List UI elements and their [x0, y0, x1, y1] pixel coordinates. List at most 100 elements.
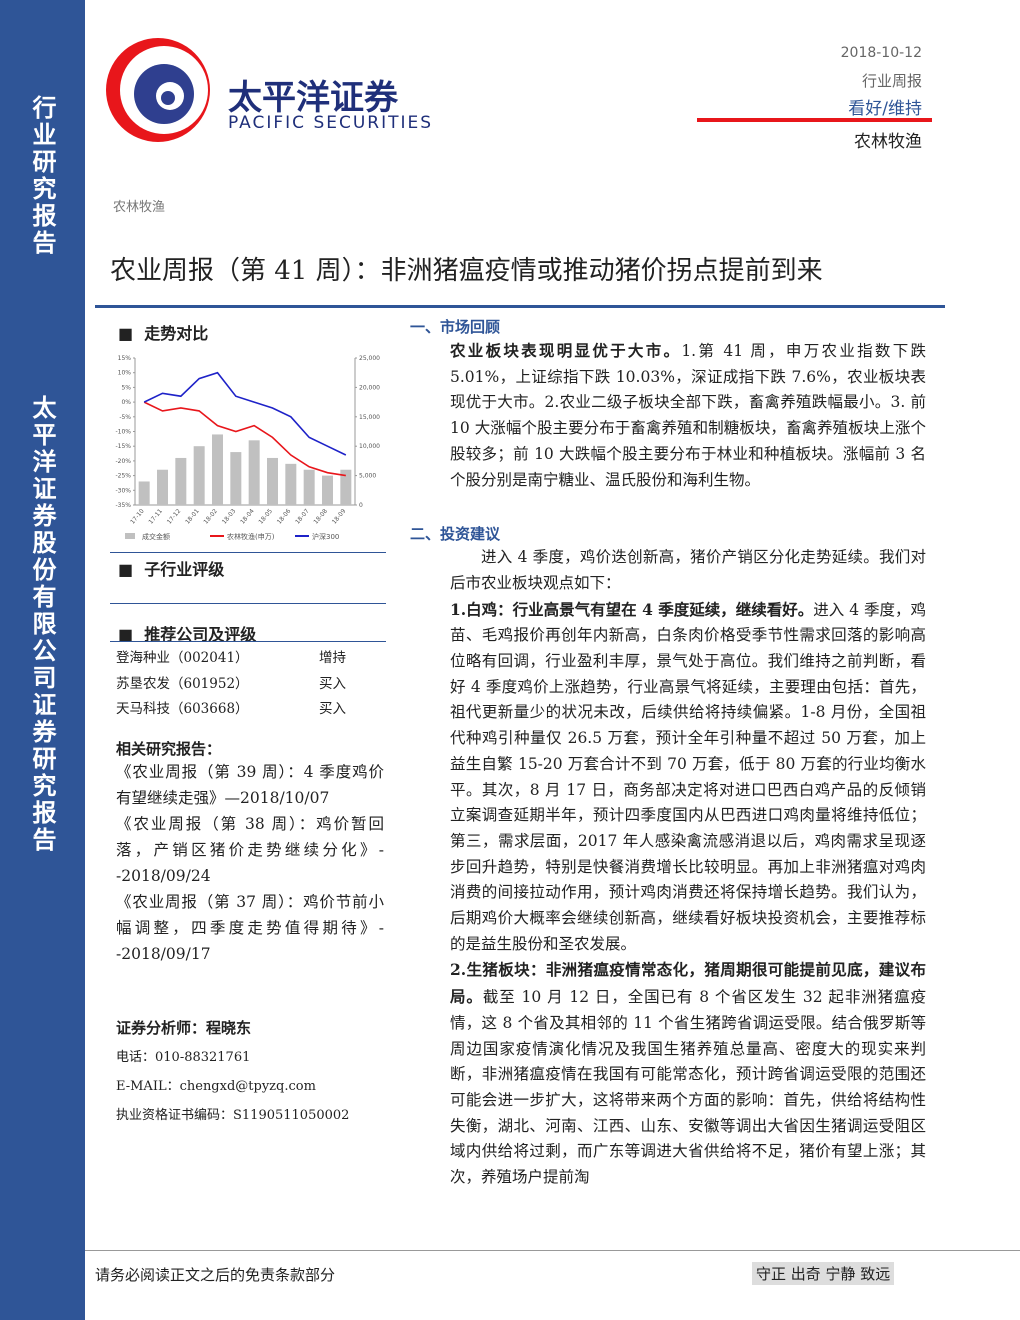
- x-tick-label: 18-03: [221, 508, 238, 526]
- y-tick-label: -30%: [115, 487, 131, 494]
- bar: [285, 463, 297, 505]
- company-rating: 买入: [319, 675, 346, 692]
- company-row: 天马科技（603668） 买入: [116, 697, 386, 723]
- x-tick-label: 18-05: [257, 508, 274, 526]
- bar: [138, 481, 150, 505]
- rule: [110, 552, 386, 553]
- main-text: 一、市场回顾 农业板块表现明显优于大市。1.第 41 周，申万农业指数下跌 5.…: [410, 316, 926, 1191]
- rating: 看好/维持: [848, 99, 922, 119]
- y-tick-label: 15%: [118, 355, 132, 362]
- section-heading: 一、市场回顾: [410, 318, 501, 336]
- x-tick-label: 17-12: [166, 508, 183, 526]
- motto: 守正 出奇 宁静 致远: [752, 1262, 895, 1285]
- x-tick-label: 18-07: [294, 508, 311, 526]
- sidebar: 行业研究报告 太平洋证券股份有限公司证券研究报告: [0, 0, 85, 1320]
- category: 农林牧渔: [113, 200, 166, 215]
- related-item: 《农业周报（第 38 周）：鸡价暂回落，产销区猪价走势继续分化》--2018/0…: [116, 815, 384, 885]
- x-tick-label: 18-09: [331, 508, 348, 526]
- x-tick-label: 17-10: [129, 508, 146, 526]
- rule: [110, 603, 386, 604]
- legend-swatch: [125, 533, 135, 539]
- heading-text: 走势对比: [144, 324, 209, 343]
- bar: [230, 452, 242, 505]
- y2-tick-label: 5,000: [359, 473, 376, 480]
- y2-tick-label: 15,000: [359, 414, 380, 421]
- section-heading: ■ 子行业评级: [118, 560, 225, 579]
- section-heading: ■ 走势对比: [118, 324, 209, 343]
- company-name: 天马科技（603668）: [116, 701, 249, 717]
- y-tick-label: -25%: [115, 473, 131, 480]
- logo-en: PACIFIC SECURITIES: [228, 113, 434, 133]
- x-tick-label: 17-11: [147, 508, 164, 526]
- section-heading: 二、投资建议: [410, 525, 501, 544]
- disclaimer: 请务必阅读正文之后的免责条款部分: [95, 1266, 336, 1284]
- text: 进入 4 季度，鸡苗、毛鸡报价再创年内新高，白条肉价格受季节性需求回落的影响高位…: [450, 600, 927, 953]
- lead: 1.白鸡：行业高景气有望在 4 季度延续，继续看好。: [450, 599, 814, 619]
- y-tick-label: 10%: [118, 370, 132, 377]
- bar: [340, 469, 352, 505]
- legend-label: 成交金额: [142, 532, 170, 541]
- bar: [193, 446, 205, 505]
- legend-label: 农林牧渔(申万): [227, 532, 275, 541]
- related-item: 《农业周报（第 39 周）：4 季度鸡价有望继续走强》—2018/10/07: [116, 763, 384, 807]
- analyst: 证券分析师：程晓东 电话：010-88321761 E-MAIL：chengxd…: [116, 1014, 386, 1130]
- bar: [248, 440, 260, 505]
- paragraph: 进入 4 季度，鸡价迭创新高，猪价产销区分化走势延续。我们对后市农业板块观点如下…: [450, 548, 926, 592]
- y2-tick-label: 20,000: [359, 384, 380, 391]
- bar: [212, 434, 223, 505]
- chart: 15% 10% 5% 0% -5% -10% -15% -20% -25% -30% -35% 25,…: [115, 355, 380, 541]
- logo: [106, 38, 210, 142]
- company-table: 登海种业（002041） 增持苏垦农发（601952） 买入天马科技（603668）…: [116, 646, 386, 723]
- cert: 执业资格证书编码：S1190511050002: [116, 1108, 350, 1123]
- lead: 农业板块表现明显优于大市。: [450, 341, 682, 360]
- report-type: 行业周报: [861, 72, 922, 90]
- line: [143, 371, 347, 456]
- rule: [85, 1250, 1020, 1251]
- x-tick-label: 18-02: [202, 508, 219, 526]
- y-tick-label: -20%: [115, 458, 131, 465]
- related-item: 《农业周报（第 37 周）：鸡价节前小幅调整，四季度走势值得期待》--2018/…: [116, 893, 384, 963]
- y-tick-label: -15%: [115, 443, 131, 450]
- analyst-name: 证券分析师：程晓东: [116, 1019, 252, 1037]
- y-tick-label: 5%: [121, 384, 131, 391]
- industry: 农林牧渔: [854, 132, 922, 152]
- company-row: 苏垦农发（601952） 买入: [116, 672, 386, 698]
- x-tick-label: 18-01: [184, 508, 201, 526]
- y-tick-label: -35%: [115, 502, 131, 509]
- x-tick-label: 18-08: [312, 508, 329, 526]
- paragraph: 2.生猪板块：非洲猪瘟疫情常态化，猪周期很可能提前见底，建议布局。截至 10 月…: [450, 957, 926, 1190]
- lead: 2.生猪板块：非洲猪瘟疫情常态化，猪周期很可能提前见底，建议布局。: [450, 960, 926, 1007]
- date: 2018-10-12: [840, 45, 922, 61]
- sidebar-bottom: 太平洋证券股份有限公司证券研究报告: [28, 395, 57, 854]
- title: 农业周报（第 41 周）：非洲猪瘟疫情或推动猪价拐点提前到来: [110, 256, 823, 286]
- company-name: 苏垦农发（601952）: [116, 675, 249, 692]
- line: [143, 401, 346, 477]
- y2-tick-label: 25,000: [359, 355, 380, 362]
- bar: [303, 469, 315, 505]
- company-row: 登海种业（002041） 增持: [116, 646, 386, 672]
- rule: [110, 641, 386, 642]
- y-tick-label: -5%: [119, 414, 131, 421]
- text: 1.第 41 周，申万农业指数下跌 5.01%，上证综指下跌 10.03%，深证…: [450, 342, 926, 489]
- rule: [95, 305, 945, 308]
- heading-text: 推荐公司及评级: [144, 625, 257, 644]
- bar: [322, 475, 333, 505]
- bar: [267, 457, 278, 505]
- paragraph: 农业板块表现明显优于大市。1.第 41 周，申万农业指数下跌 5.01%，上证综…: [450, 338, 926, 493]
- y2-tick-label: 0: [359, 502, 363, 509]
- bar: [175, 457, 187, 505]
- section-heading: ■ 推荐公司及评级: [118, 625, 257, 644]
- logo-cn: 太平洋证券: [228, 78, 398, 118]
- email: E-MAIL：chengxd@tpyzq.com: [116, 1079, 316, 1094]
- rule: [697, 118, 932, 122]
- y2-tick-label: 10,000: [359, 443, 380, 450]
- related: 相关研究报告： 《农业周报（第 39 周）：4 季度鸡价有望继续走强》—2018…: [116, 738, 384, 967]
- y-tick-label: 0%: [121, 399, 131, 406]
- legend-label: 沪深300: [312, 532, 339, 541]
- text: 截至 10 月 12 日，全国已有 8 个省区发生 32 起非洲猪瘟疫情，这 8…: [450, 988, 926, 1187]
- paragraph: 1.白鸡：行业高景气有望在 4 季度延续，继续看好。进入 4 季度，鸡苗、毛鸡报…: [450, 597, 926, 958]
- sidebar-top: 行业研究报告: [28, 95, 57, 257]
- company-rating: 增持: [319, 650, 346, 666]
- company-name: 登海种业（002041）: [116, 650, 249, 666]
